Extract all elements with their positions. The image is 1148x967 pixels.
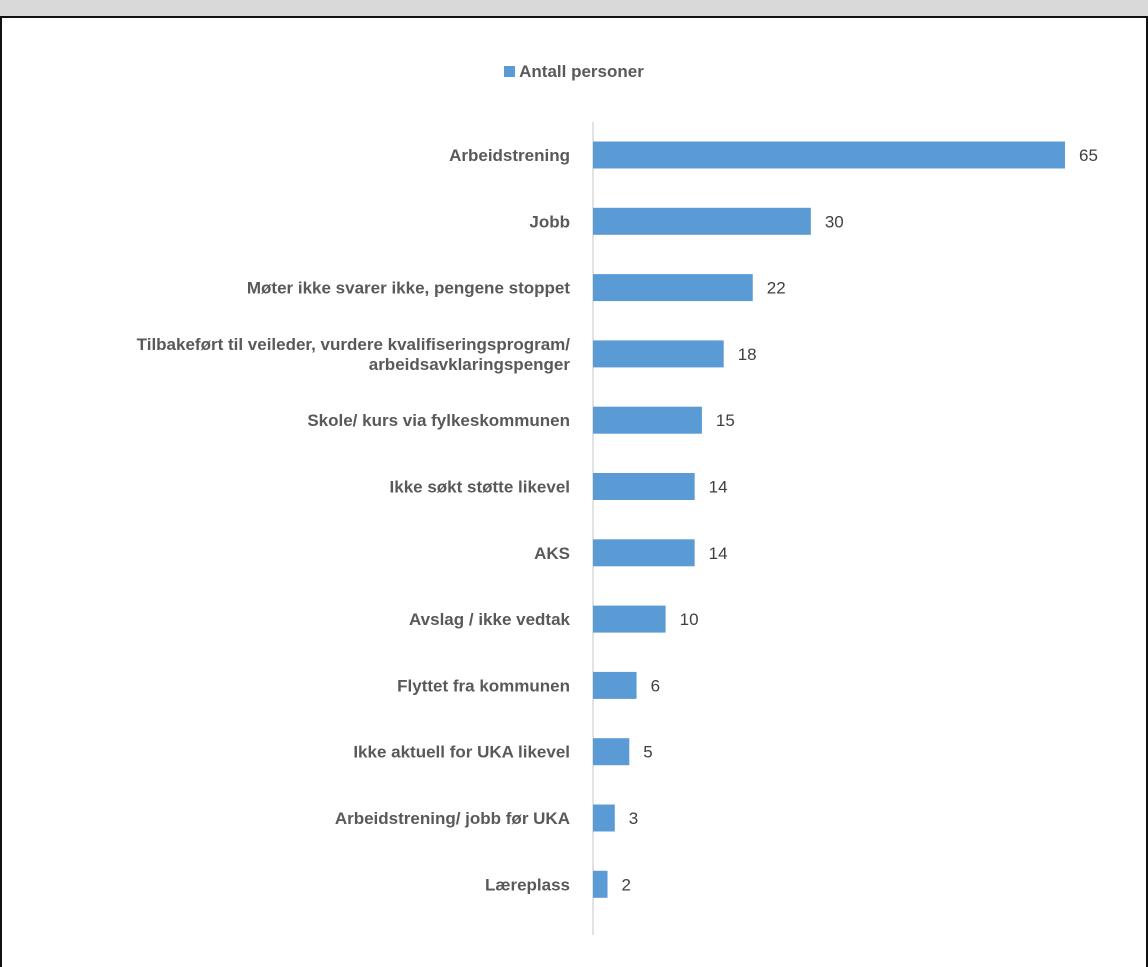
category-label: Jobb bbox=[529, 212, 570, 231]
category-label: Ikke søkt støtte likevel bbox=[390, 478, 570, 497]
bar bbox=[593, 274, 753, 302]
category-label: Flyttet fra kommunen bbox=[397, 676, 570, 695]
bar bbox=[593, 605, 666, 633]
bar bbox=[593, 539, 695, 567]
frame-border-left bbox=[0, 16, 2, 967]
data-label: 5 bbox=[643, 743, 652, 762]
chart-legend: Antall personer bbox=[0, 62, 1148, 82]
data-label: 14 bbox=[709, 544, 728, 563]
bar bbox=[593, 340, 724, 368]
legend-swatch bbox=[504, 66, 516, 77]
top-band bbox=[0, 0, 1148, 18]
category-label: Ikke aktuell for UKA likevel bbox=[353, 743, 570, 762]
category-label: arbeidsavklaringspenger bbox=[369, 355, 571, 374]
frame-border-right bbox=[1146, 16, 1148, 967]
data-label: 30 bbox=[825, 212, 844, 231]
bar bbox=[593, 207, 811, 235]
bar bbox=[593, 738, 630, 766]
category-label: Møter ikke svarer ikke, pengene stoppet bbox=[247, 279, 570, 298]
bar bbox=[593, 671, 637, 699]
data-label: 15 bbox=[716, 411, 735, 430]
data-label: 2 bbox=[622, 875, 631, 894]
data-label: 3 bbox=[629, 809, 638, 828]
data-label: 22 bbox=[767, 279, 786, 298]
category-label: Arbeidstrening bbox=[449, 146, 570, 165]
bar bbox=[593, 141, 1065, 169]
bar bbox=[593, 804, 615, 832]
bar bbox=[593, 406, 702, 434]
data-label: 65 bbox=[1079, 146, 1098, 165]
bar bbox=[593, 473, 695, 500]
category-label: Tilbakeført til veileder, vurdere kvalif… bbox=[137, 335, 571, 354]
data-label: 6 bbox=[651, 676, 660, 695]
data-label: 18 bbox=[738, 345, 757, 364]
legend-label: Antall personer bbox=[519, 62, 644, 81]
category-label: Avslag / ikke vedtak bbox=[409, 610, 571, 629]
data-label: 14 bbox=[709, 478, 728, 497]
data-label: 10 bbox=[680, 610, 699, 629]
category-label: Læreplass bbox=[485, 875, 570, 894]
bar bbox=[593, 870, 608, 898]
category-label: AKS bbox=[534, 544, 570, 563]
category-label: Skole/ kurs via fylkeskommunen bbox=[307, 411, 570, 430]
category-label: Arbeidstrening/ jobb før UKA bbox=[335, 809, 570, 828]
